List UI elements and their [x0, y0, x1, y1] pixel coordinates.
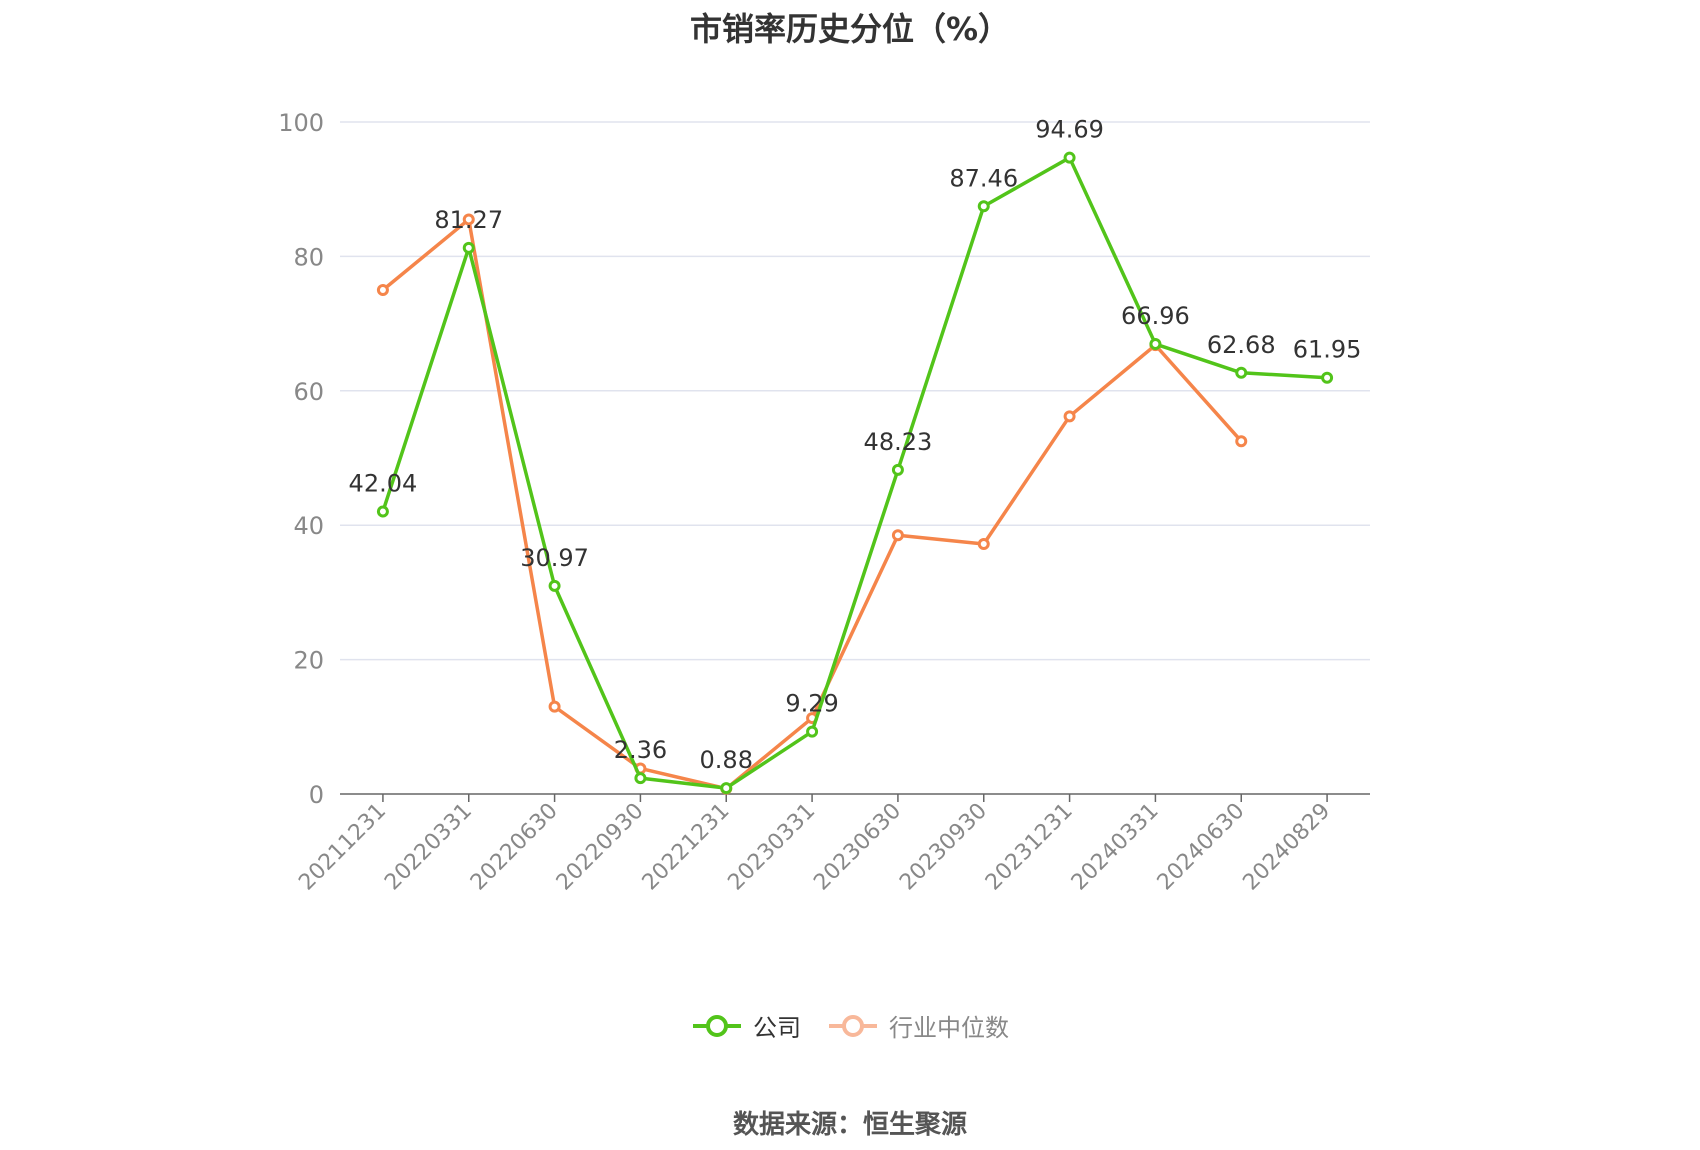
- x-tick-label: 20230630: [809, 799, 906, 896]
- y-tick-label: 20: [293, 647, 324, 675]
- data-label: 61.95: [1293, 336, 1362, 364]
- legend-item-industry[interactable]: 行业中位数: [827, 1008, 1009, 1043]
- data-point-industry: [462, 213, 475, 226]
- y-tick-label: 60: [293, 378, 324, 406]
- data-point-company: [806, 725, 819, 738]
- chart-title: 市销率历史分位（%）: [689, 10, 1011, 48]
- legend-item-company[interactable]: 公司: [691, 1008, 801, 1043]
- data-point-company: [1063, 151, 1076, 164]
- x-axis: 2021123120220331202206302022093020221231…: [294, 793, 1370, 896]
- x-tick-label: 20221231: [638, 799, 735, 896]
- data-label: 62.68: [1207, 331, 1276, 359]
- y-tick-label: 0: [309, 781, 324, 809]
- legend: 公司 行业中位数: [0, 1008, 1700, 1043]
- data-labels: 42.04 81.27 30.97 2.36 0.88 9.29 48.23 87.46 94.…: [349, 116, 1362, 774]
- legend-label-company: 公司: [753, 1014, 801, 1042]
- data-point-company: [1149, 338, 1162, 351]
- x-tick-label: 20240331: [1067, 799, 1164, 896]
- data-point-company: [891, 463, 904, 476]
- data-point-company: [462, 241, 475, 254]
- x-tick-label: 20220630: [466, 799, 563, 896]
- data-point-industry: [376, 284, 389, 296]
- series-lines: [376, 151, 1334, 795]
- x-tick-label: 20220331: [380, 799, 477, 896]
- series-line-company: [381, 155, 1328, 790]
- x-tick-label: 20220930: [552, 799, 649, 896]
- data-point-company: [720, 782, 733, 795]
- data-point-company: [634, 772, 647, 785]
- data-point-company: [548, 579, 561, 592]
- legend-label-industry: 行业中位数: [889, 1014, 1009, 1042]
- data-point-company: [1235, 366, 1248, 379]
- x-tick-label: 20240630: [1153, 799, 1250, 896]
- data-label: 66.96: [1121, 302, 1190, 330]
- data-label: 9.29: [785, 690, 838, 718]
- data-label: 94.69: [1035, 116, 1104, 144]
- data-point-company: [977, 200, 990, 213]
- data-point-industry: [1235, 435, 1248, 448]
- data-label: 2.36: [614, 736, 667, 764]
- legend-company-marker-icon: [693, 1014, 741, 1037]
- data-point-industry: [891, 529, 904, 542]
- x-tick-label: 20211231: [294, 799, 391, 896]
- data-point-industry: [1063, 410, 1076, 423]
- data-label: 48.23: [864, 428, 933, 456]
- data-label: 30.97: [520, 544, 589, 572]
- x-tick-label: 20230930: [895, 799, 992, 896]
- data-label: 0.88: [700, 746, 753, 774]
- y-tick-label: 80: [293, 243, 324, 271]
- x-tick-label: 20240829: [1238, 799, 1335, 896]
- data-point-industry: [977, 538, 990, 551]
- legend-industry-marker-icon: [829, 1014, 877, 1037]
- data-label: 87.46: [949, 164, 1018, 192]
- x-tick-label: 20231231: [981, 799, 1078, 896]
- data-point-industry: [548, 700, 561, 713]
- data-point-company: [1321, 371, 1334, 384]
- y-tick-label: 100: [278, 109, 324, 137]
- y-tick-label: 40: [293, 512, 324, 540]
- data-source: 数据来源：恒生聚源: [732, 1110, 967, 1140]
- data-label: 81.27: [434, 206, 503, 234]
- data-label: 42.04: [349, 469, 418, 497]
- x-tick-label: 20230331: [723, 799, 820, 896]
- data-point-company: [376, 505, 389, 518]
